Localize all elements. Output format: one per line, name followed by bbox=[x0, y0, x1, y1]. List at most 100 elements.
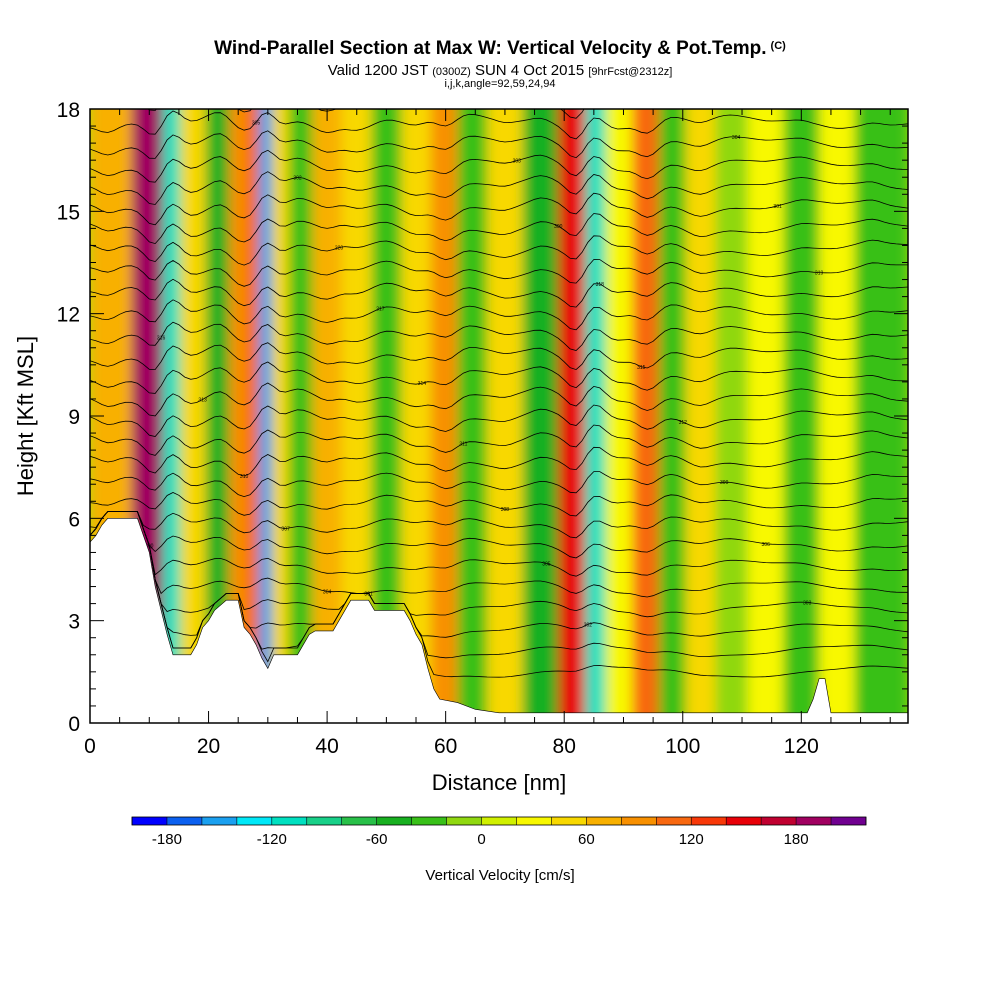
velocity-band bbox=[584, 109, 606, 723]
colorbar-tick-label: 120 bbox=[679, 831, 704, 848]
velocity-band bbox=[715, 109, 748, 723]
contour-label: 311 bbox=[459, 441, 467, 447]
velocity-band bbox=[272, 109, 289, 723]
y-tick-label: 15 bbox=[57, 201, 80, 224]
velocity-band bbox=[632, 109, 660, 723]
contour-label: 320 bbox=[335, 246, 344, 252]
copyright-mark: (C) bbox=[770, 40, 786, 52]
velocity-band bbox=[659, 109, 686, 723]
theta-contour bbox=[90, 235, 908, 266]
plot-area: 3003013023033043053063073083093103113123… bbox=[57, 99, 909, 758]
theta-contour bbox=[90, 110, 908, 140]
x-tick-label: 0 bbox=[84, 735, 96, 758]
chart-subtitle: Valid 1200 JST (0300Z) SUN 4 Oct 2015 [9… bbox=[0, 62, 1000, 79]
theta-contour bbox=[90, 511, 908, 539]
contour-label: 313 bbox=[198, 398, 207, 404]
y-tick-label: 9 bbox=[68, 406, 80, 429]
theta-contour bbox=[90, 361, 908, 394]
contour-label: 319 bbox=[815, 271, 824, 277]
colorbar-swatch bbox=[236, 817, 272, 825]
contour-label: 305 bbox=[542, 561, 551, 567]
colorbar-swatch bbox=[341, 817, 377, 825]
colorbar-tick-label: 0 bbox=[477, 831, 485, 848]
contour-label: 302 bbox=[584, 622, 593, 628]
velocity-band bbox=[288, 109, 313, 723]
theta-contour bbox=[90, 149, 908, 183]
velocity-band bbox=[229, 109, 246, 723]
contour-label: 310 bbox=[240, 474, 249, 480]
y-tick-label: 6 bbox=[68, 508, 80, 531]
theta-contour bbox=[90, 382, 908, 417]
contour-label: 312 bbox=[679, 420, 688, 426]
x-tick-label: 40 bbox=[315, 735, 338, 758]
contour-label: 304 bbox=[732, 135, 741, 141]
contour-label: 316 bbox=[157, 336, 166, 342]
contour-label: 302 bbox=[293, 175, 302, 181]
theta-contour bbox=[90, 511, 908, 559]
x-tick-label: 20 bbox=[197, 735, 220, 758]
chart-title: Wind-Parallel Section at Max W: Vertical… bbox=[0, 38, 1000, 60]
velocity-band bbox=[605, 109, 633, 723]
y-tick-label: 3 bbox=[68, 611, 80, 634]
velocity-band bbox=[245, 109, 259, 723]
x-tick-label: 100 bbox=[665, 735, 700, 758]
velocity-band bbox=[522, 109, 559, 723]
theta-contour bbox=[90, 492, 908, 517]
theta-contour bbox=[90, 404, 908, 437]
valid-date: SUN 4 Oct 2015 bbox=[474, 62, 585, 79]
colorbar-tick-label: -120 bbox=[257, 831, 287, 848]
velocity-band bbox=[430, 109, 458, 723]
colorbar-swatch bbox=[166, 817, 202, 825]
contour-label: 306 bbox=[762, 542, 771, 548]
colorbar-swatch bbox=[376, 817, 412, 825]
theta-contour bbox=[90, 259, 908, 287]
contour-label: 303 bbox=[803, 600, 812, 606]
colorbar-swatch bbox=[516, 817, 552, 825]
colorbar-swatch bbox=[201, 817, 237, 825]
theta-contour bbox=[90, 130, 908, 159]
velocity-band bbox=[558, 109, 585, 723]
colorbar-swatch bbox=[411, 817, 447, 825]
y-tick-label: 12 bbox=[57, 304, 80, 327]
contour-label: 309 bbox=[720, 480, 729, 486]
theta-contour bbox=[90, 171, 908, 205]
valid-prefix: Valid 1200 JST bbox=[327, 62, 429, 79]
colorbar-tick-label: 180 bbox=[784, 831, 809, 848]
colorbar-tick-label: -180 bbox=[152, 831, 182, 848]
contour-label: 300 bbox=[145, 544, 154, 550]
valid-utc: (0300Z) bbox=[432, 66, 471, 78]
contour-label: 318 bbox=[596, 282, 605, 288]
contour-labels: 300 301 302 303 304 305 306 307 308 309 310 311 312 3… bbox=[145, 120, 824, 628]
x-axis-label: Distance [nm] bbox=[432, 770, 567, 795]
contour-label: 303 bbox=[513, 159, 522, 165]
theta-contour bbox=[90, 299, 908, 331]
contour-label: 308 bbox=[501, 507, 510, 513]
colorbar-tick-label: 60 bbox=[578, 831, 595, 848]
colorbar-swatch bbox=[726, 817, 762, 825]
colorbar: -180 -120 -60 0 60 120 180 bbox=[131, 816, 867, 848]
y-tick-label: 0 bbox=[68, 713, 80, 736]
contour-label: 307 bbox=[281, 527, 290, 533]
theta-contour bbox=[90, 511, 908, 577]
colorbar-swatch bbox=[306, 817, 342, 825]
theta-contour bbox=[90, 424, 908, 456]
y-axis-label: Height [Kft MSL] bbox=[13, 336, 38, 496]
theta-contour bbox=[90, 446, 908, 477]
velocity-band bbox=[180, 109, 206, 723]
colorbar-swatch bbox=[656, 817, 692, 825]
contour-label: 300 bbox=[554, 224, 563, 230]
velocity-band bbox=[258, 109, 273, 723]
contour-label: 305 bbox=[252, 120, 261, 126]
colorbar-swatch bbox=[132, 817, 167, 825]
colorbar-swatch bbox=[691, 817, 727, 825]
velocity-band bbox=[747, 109, 784, 723]
velocity-band bbox=[205, 109, 230, 723]
x-tick-label: 120 bbox=[784, 735, 819, 758]
velocity-band bbox=[783, 109, 820, 723]
forecast-info: [9hrFcst@2312z] bbox=[588, 66, 673, 78]
theta-contour bbox=[90, 192, 908, 226]
theta-contour bbox=[90, 511, 908, 598]
theta-contour bbox=[90, 278, 908, 308]
colorbar-swatch bbox=[446, 817, 482, 825]
